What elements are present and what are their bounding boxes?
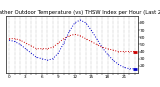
Title: Milwaukee Weather Outdoor Temperature (vs) THSW Index per Hour (Last 24 Hours): Milwaukee Weather Outdoor Temperature (v…: [0, 10, 160, 15]
